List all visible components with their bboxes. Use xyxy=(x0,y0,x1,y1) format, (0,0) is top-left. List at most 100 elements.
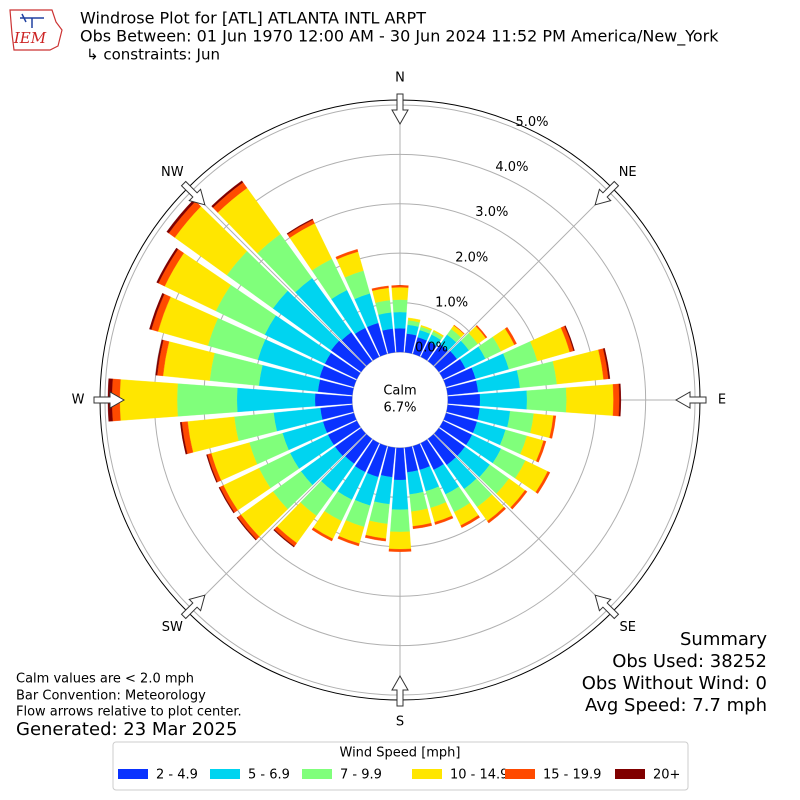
polar-plot: Calm 6.7% 0.0% 1.0% 2.0% 3.0% 4.0% 5.0% N NE E SE S S… xyxy=(72,71,727,730)
bar-segment xyxy=(314,393,353,407)
flow-arrow-shape xyxy=(180,594,206,620)
compass-label: W xyxy=(72,393,85,408)
flow-arrow-shape xyxy=(674,391,707,409)
bar-segment xyxy=(549,415,557,439)
bar-segment xyxy=(564,325,575,352)
bar-segment xyxy=(236,516,257,541)
flow-arrow-shape xyxy=(594,180,620,206)
compass-label: N xyxy=(395,71,405,86)
bar-segment xyxy=(391,287,409,301)
compass-label: SW xyxy=(162,620,183,635)
note: Calm values are < 2.0 mph xyxy=(16,672,194,687)
legend: 2 - 4.9 5 - 6.9 7 - 9.9 10 - 14.9 15 - 19.9 2… xyxy=(118,768,680,783)
flow-arrow-shape xyxy=(391,93,409,126)
note: Bar Convention: Meteorology xyxy=(16,689,206,704)
bar-segment xyxy=(388,548,412,552)
r-tick-label: 4.0% xyxy=(495,160,528,175)
calm-value: 6.7% xyxy=(383,401,416,416)
bar-segment xyxy=(479,390,528,410)
r-tick-label: 2.0% xyxy=(455,250,488,265)
bar-segment xyxy=(390,509,410,533)
bar-segment xyxy=(388,531,412,550)
bar-segment xyxy=(156,247,179,284)
bar-segment xyxy=(149,293,165,330)
flow-arrow xyxy=(180,594,206,620)
bar-segment xyxy=(311,527,334,542)
bar-segment xyxy=(286,218,314,235)
bar-segment xyxy=(409,491,428,512)
bar-segment xyxy=(504,326,517,345)
r-tick-label: 3.0% xyxy=(475,205,508,220)
flow-arrow xyxy=(594,594,620,620)
bar-segment xyxy=(187,416,239,453)
r-tick-label: 5.0% xyxy=(515,115,548,130)
bar-segment xyxy=(206,454,218,483)
legend-swatch xyxy=(118,769,148,779)
bar-segment xyxy=(526,387,567,413)
spoke xyxy=(433,433,613,613)
legend-swatch xyxy=(615,769,645,779)
bar-segment xyxy=(475,324,488,339)
compass-label: NW xyxy=(161,165,184,180)
compass-label: NE xyxy=(619,165,637,180)
bar-segment xyxy=(453,324,465,335)
flow-arrow xyxy=(180,180,206,206)
bar-segment xyxy=(393,447,407,481)
bar-segment xyxy=(602,348,611,379)
bar-segment xyxy=(394,328,406,353)
flow-arrow xyxy=(391,674,409,707)
flow-arrow-shape xyxy=(391,674,409,707)
bar-segment xyxy=(535,440,547,463)
bar-segment xyxy=(378,312,393,331)
bar-segment xyxy=(530,413,554,439)
bar-segment xyxy=(337,535,360,547)
note: Flow arrows relative to plot center. xyxy=(16,705,242,720)
legend-swatch xyxy=(412,769,442,779)
flow-arrow-shape xyxy=(594,594,620,620)
bar-segment xyxy=(565,384,614,416)
bar-segment xyxy=(420,325,433,331)
generated: Generated: 23 Mar 2025 xyxy=(16,719,237,740)
bar-segment xyxy=(119,379,178,421)
bar-segment xyxy=(391,285,409,288)
flow-arrow xyxy=(93,391,126,409)
summary-line: Avg Speed: 7.7 mph xyxy=(585,695,767,716)
spoke xyxy=(433,187,613,367)
bar-segment xyxy=(487,506,507,524)
compass-label: SE xyxy=(619,620,635,635)
legend-swatch xyxy=(505,769,535,779)
bar-segment xyxy=(273,529,295,548)
legend-label: 5 - 6.9 xyxy=(248,768,290,783)
bar-segment xyxy=(393,311,407,329)
chart-title: Windrose Plot for [ATL] ATLANTA INTL ARP… xyxy=(80,9,426,28)
bar-segment xyxy=(371,285,389,291)
bar-segment xyxy=(369,501,390,525)
bar-segment xyxy=(552,349,604,385)
bar-segment xyxy=(365,534,387,542)
legend-label: 2 - 4.9 xyxy=(156,768,198,783)
bar-segment xyxy=(218,486,235,514)
compass-label: E xyxy=(718,393,726,408)
bar-segment xyxy=(432,329,444,338)
flow-arrow xyxy=(391,93,409,126)
spoke xyxy=(187,433,367,613)
bar-segment xyxy=(155,339,164,376)
calm-label: Calm xyxy=(383,384,416,399)
logo: IEM xyxy=(9,9,63,51)
bar-segment xyxy=(180,422,188,455)
bar-segment xyxy=(510,490,528,510)
bar-segment xyxy=(612,383,620,417)
flow-arrow-shape xyxy=(93,391,126,409)
logo-icon xyxy=(20,13,44,28)
legend-label: 10 - 14.9 xyxy=(450,768,508,783)
spoke xyxy=(187,187,367,367)
flow-arrow xyxy=(674,391,707,409)
flow-arrow xyxy=(594,180,620,206)
bar-segment xyxy=(407,317,421,323)
r-tick-label: 1.0% xyxy=(435,296,468,311)
flow-arrow-shape xyxy=(180,180,206,206)
summary-line: Summary xyxy=(680,629,767,650)
legend-label: 7 - 9.9 xyxy=(340,768,382,783)
bar-segment xyxy=(375,299,392,315)
